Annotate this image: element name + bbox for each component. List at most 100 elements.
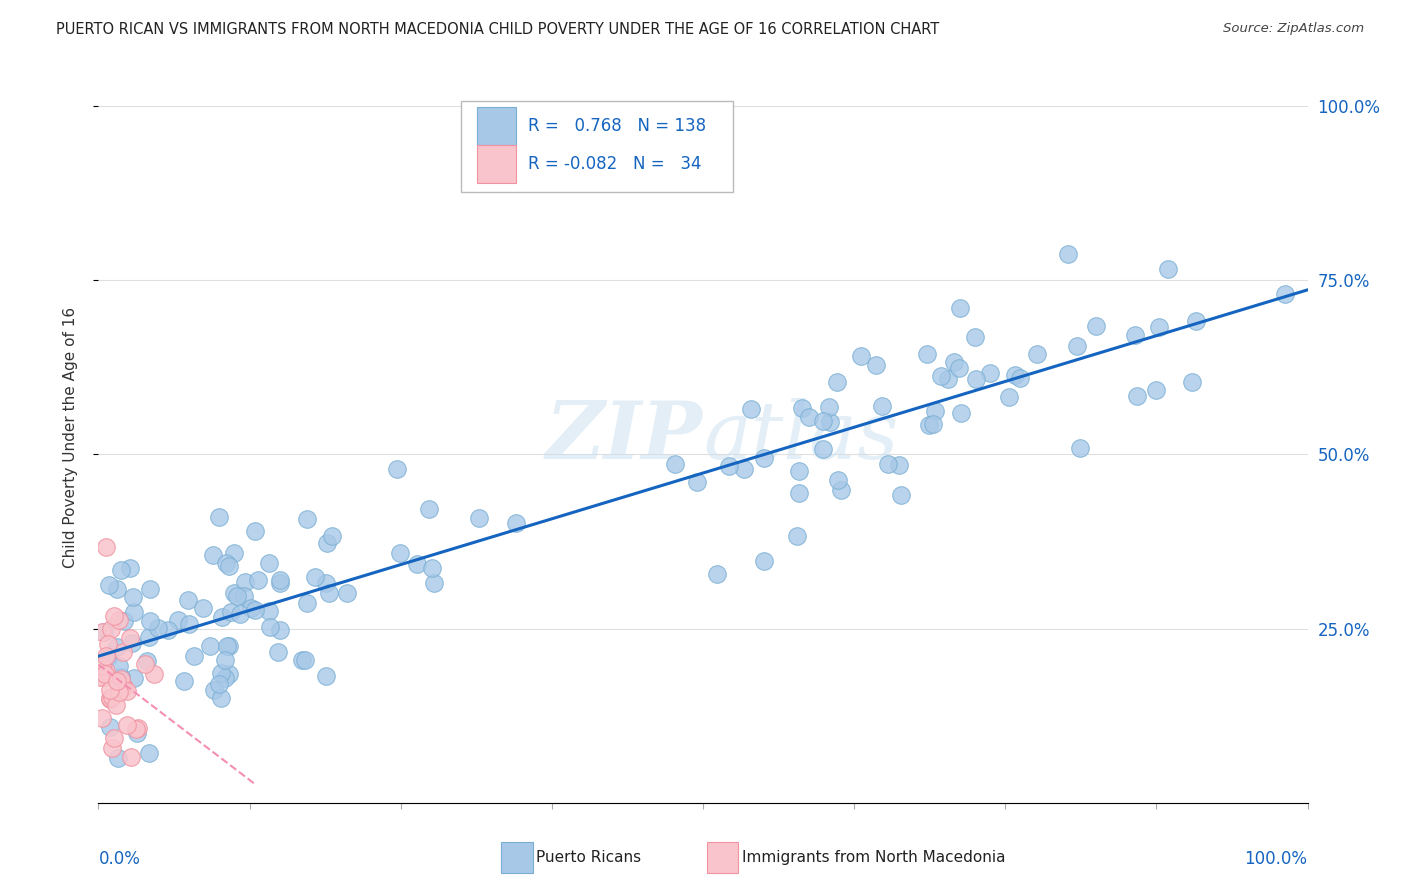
Point bbox=[226, 589, 249, 603]
Point bbox=[269, 574, 291, 588]
Point bbox=[827, 473, 849, 487]
Point bbox=[915, 347, 938, 361]
Point bbox=[936, 372, 959, 386]
Point bbox=[257, 556, 280, 570]
Point bbox=[97, 637, 120, 651]
Point bbox=[1185, 314, 1208, 328]
Point bbox=[267, 644, 290, 658]
Point bbox=[215, 640, 238, 654]
Point bbox=[1181, 375, 1204, 389]
Point bbox=[1123, 328, 1146, 343]
Point bbox=[718, 459, 741, 474]
Text: Puerto Ricans: Puerto Ricans bbox=[536, 850, 641, 865]
Point bbox=[239, 601, 262, 615]
Point bbox=[949, 406, 972, 420]
Point bbox=[209, 665, 232, 680]
Point bbox=[965, 372, 987, 386]
Point bbox=[733, 461, 755, 475]
Point bbox=[820, 415, 842, 429]
Point bbox=[418, 501, 440, 516]
Point bbox=[664, 457, 686, 471]
Point bbox=[754, 451, 776, 466]
Point bbox=[100, 622, 122, 636]
Point bbox=[177, 617, 200, 632]
Point bbox=[98, 683, 121, 698]
Point bbox=[1144, 384, 1167, 398]
Point bbox=[139, 582, 162, 596]
Point bbox=[1056, 247, 1078, 261]
Point bbox=[98, 692, 121, 706]
Point bbox=[93, 670, 115, 684]
Point bbox=[468, 510, 491, 524]
Point bbox=[94, 666, 117, 681]
Point bbox=[101, 690, 124, 704]
Point bbox=[963, 330, 986, 344]
Point bbox=[872, 399, 894, 413]
Text: ZIP: ZIP bbox=[546, 399, 703, 475]
Point bbox=[1156, 262, 1178, 277]
Point bbox=[90, 625, 112, 640]
Point bbox=[754, 554, 776, 568]
Point bbox=[922, 417, 945, 432]
Point bbox=[208, 510, 231, 524]
Point bbox=[98, 720, 121, 734]
Point bbox=[202, 682, 225, 697]
Point bbox=[122, 671, 145, 685]
Point bbox=[998, 390, 1021, 404]
FancyBboxPatch shape bbox=[477, 145, 516, 183]
Point bbox=[112, 615, 135, 629]
Point bbox=[224, 585, 246, 599]
Point bbox=[97, 649, 120, 664]
Point bbox=[98, 691, 121, 706]
Point bbox=[177, 593, 200, 607]
Point bbox=[105, 582, 128, 596]
Point bbox=[218, 667, 240, 681]
Point bbox=[1025, 347, 1047, 361]
Point bbox=[124, 605, 146, 619]
Point bbox=[105, 698, 128, 713]
Point bbox=[979, 366, 1001, 380]
Point bbox=[315, 669, 337, 683]
Point bbox=[232, 590, 254, 604]
Point bbox=[93, 625, 115, 640]
Text: atlas: atlas bbox=[703, 399, 898, 475]
Point bbox=[1008, 370, 1031, 384]
Point bbox=[138, 747, 160, 761]
Point bbox=[247, 574, 270, 588]
Point bbox=[865, 359, 887, 373]
Point bbox=[100, 740, 122, 755]
Point bbox=[948, 301, 970, 316]
Point bbox=[243, 602, 266, 616]
Point bbox=[107, 751, 129, 765]
Point bbox=[96, 664, 118, 678]
Point bbox=[108, 614, 131, 628]
Point bbox=[120, 749, 142, 764]
Point bbox=[269, 576, 291, 591]
Point bbox=[1066, 339, 1088, 353]
FancyBboxPatch shape bbox=[461, 101, 734, 192]
Point bbox=[127, 721, 149, 735]
Point bbox=[877, 457, 900, 471]
Point bbox=[94, 649, 117, 664]
Point bbox=[222, 546, 245, 560]
Point bbox=[208, 677, 231, 691]
FancyBboxPatch shape bbox=[477, 107, 516, 145]
Point bbox=[825, 375, 848, 389]
Point bbox=[259, 620, 281, 634]
Point bbox=[817, 400, 839, 414]
Point bbox=[214, 671, 236, 685]
Text: PUERTO RICAN VS IMMIGRANTS FROM NORTH MACEDONIA CHILD POVERTY UNDER THE AGE OF 1: PUERTO RICAN VS IMMIGRANTS FROM NORTH MA… bbox=[56, 22, 939, 37]
Point bbox=[422, 575, 444, 590]
Point bbox=[98, 577, 121, 591]
Point bbox=[91, 711, 114, 725]
Point bbox=[110, 562, 132, 576]
Point bbox=[115, 683, 138, 698]
Point bbox=[118, 561, 141, 575]
Point bbox=[295, 596, 318, 610]
Point bbox=[257, 603, 280, 617]
Point bbox=[121, 590, 143, 604]
Point bbox=[103, 609, 125, 624]
Point bbox=[209, 690, 232, 705]
Text: R = -0.082   N =   34: R = -0.082 N = 34 bbox=[527, 155, 702, 173]
Point bbox=[1069, 441, 1091, 455]
